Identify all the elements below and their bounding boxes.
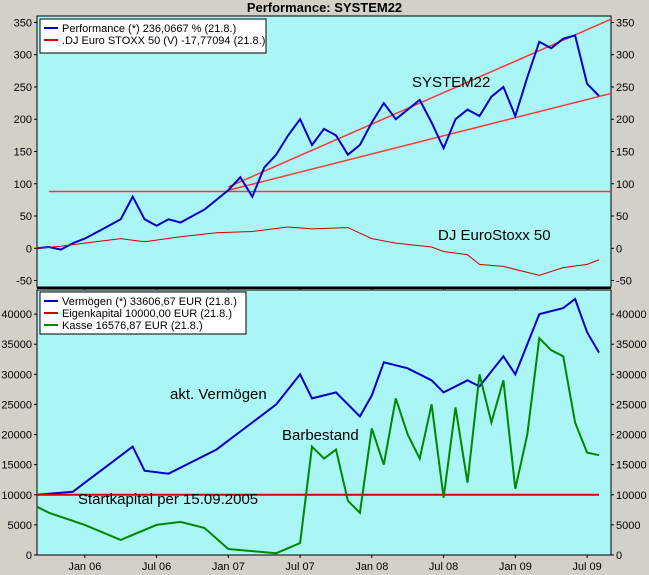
y-tick-label-left: 0 [26,550,32,562]
x-tick-label: Jul 09 [572,561,601,573]
series-line [36,34,600,251]
y-tick-label-right: 300 [616,50,634,62]
y-tick-label-right: -50 [616,276,632,288]
legend-box [39,291,247,335]
y-tick-label-left: 40000 [1,309,32,321]
series-line [36,297,600,496]
legend-entry: Vermögen (*) 33606,67 EUR (21.8.) [62,296,237,308]
y-tick-label-left: 300 [14,50,32,62]
y-tick-label-left: 25000 [1,399,32,411]
y-tick-label-right: 0 [616,243,622,255]
y-tick-label-left: 10000 [1,490,32,502]
y-tick-label-left: 250 [14,82,32,94]
legend-box [39,18,267,54]
y-tick-label-right: 20000 [616,430,647,442]
x-tick-label: Jul 06 [142,561,171,573]
y-tick-label-left: 350 [14,17,32,29]
y-tick-label-left: 200 [14,114,32,126]
x-tick-label: Jul 08 [429,561,458,573]
y-tick-label-left: 30000 [1,369,32,381]
chart-title: Performance: SYSTEM22 [246,0,403,15]
y-tick-label-left: 35000 [1,339,32,351]
x-tick-label: Jul 07 [285,561,314,573]
chart-annotation: akt. Vermögen [170,386,267,403]
y-tick-label-right: 10000 [616,490,647,502]
legend-entry: .DJ Euro STOXX 50 (V) -17,77094 (21.8.) [62,35,265,47]
y-tick-label-right: 0 [616,550,622,562]
x-tick-label: Jan 06 [68,561,101,573]
y-tick-label-left: 15000 [1,460,32,472]
chart-annotation: Barbestand [282,427,359,444]
y-tick-label-right: 25000 [616,399,647,411]
legend-entry: Kasse 16576,87 EUR (21.8.) [62,320,203,332]
x-tick-label: Jan 07 [212,561,245,573]
y-tick-label-right: 35000 [616,339,647,351]
y-tick-label-left: 50 [20,211,32,223]
legend-entry: Performance (*) 236,0667 % (21.8.) [62,23,236,35]
y-tick-label-right: 5000 [616,520,640,532]
y-tick-label-left: 150 [14,147,32,159]
y-tick-label-left: 0 [26,243,32,255]
y-tick-label-right: 150 [616,147,634,159]
y-tick-label-right: 350 [616,17,634,29]
y-tick-label-right: 100 [616,179,634,191]
chart-annotation: Startkapital per 15.09.2005 [78,491,258,508]
chart-annotation: SYSTEM22 [412,74,490,91]
y-tick-label-left: 5000 [8,520,32,532]
series-line [36,336,600,555]
y-tick-label-right: 40000 [616,309,647,321]
y-tick-label-right: 250 [616,82,634,94]
legend-entry: Eigenkapital 10000,00 EUR (21.8.) [62,308,232,320]
y-tick-label-left: -50 [16,276,32,288]
y-tick-label-left: 20000 [1,430,32,442]
series-line [36,226,600,276]
y-tick-label-right: 50 [616,211,628,223]
chart-annotation: DJ EuroStoxx 50 [438,227,551,244]
y-tick-label-right: 15000 [616,460,647,472]
y-tick-label-right: 200 [616,114,634,126]
x-tick-label: Jan 08 [355,561,388,573]
y-tick-label-left: 100 [14,179,32,191]
y-tick-label-right: 30000 [616,369,647,381]
trend-line [228,92,612,191]
x-tick-label: Jan 09 [499,561,532,573]
